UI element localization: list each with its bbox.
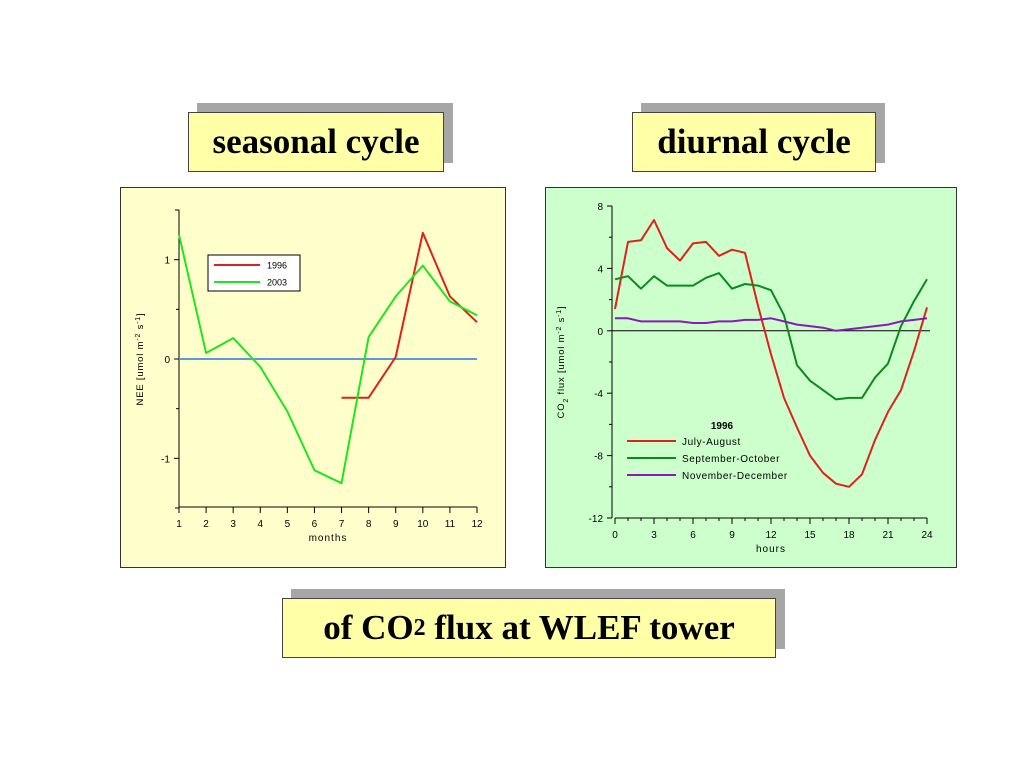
right-x-tick-label: 3 xyxy=(651,530,657,541)
left-x-tick-label: 8 xyxy=(366,519,372,530)
right-legend-label: November-December xyxy=(682,471,788,482)
seasonal-y-axis-label: NEE [umol m-2 s-1] xyxy=(135,313,147,406)
left-legend-label: 2003 xyxy=(267,278,287,288)
right-x-tick-label: 6 xyxy=(690,530,696,541)
right-x-tick-label: 15 xyxy=(804,530,816,541)
right-series-november-december xyxy=(615,317,928,332)
right-legend-label: July-August xyxy=(682,437,741,448)
diurnal-y-label-sup2: -1 xyxy=(556,309,563,317)
left-y-tick-label: 1 xyxy=(164,256,170,267)
right-y-tick-label: 8 xyxy=(597,202,603,213)
left-x-tick-label: 5 xyxy=(285,519,291,530)
right-series-july-august xyxy=(614,219,928,488)
flux-caption-title: of CO 2 flux at WLEF tower xyxy=(282,598,776,658)
diurnal-cycle-title: diurnal cycle xyxy=(632,112,876,172)
seasonal-cycle-title: seasonal cycle xyxy=(188,112,444,172)
left-x-tick-label: 2 xyxy=(203,519,209,530)
left-series-2003 xyxy=(178,234,478,485)
right-legend-label: September-October xyxy=(682,454,780,465)
left-x-tick-label: 1 xyxy=(176,519,182,530)
seasonal-y-label-mid: s xyxy=(135,324,146,333)
right-x-tick-label: 0 xyxy=(612,530,618,541)
seasonal-y-label-sup1: -2 xyxy=(135,333,142,341)
diurnal-y-label-sup1: -2 xyxy=(556,326,563,334)
right-x-tick-label: 21 xyxy=(882,530,894,541)
right-x-tick-label: 18 xyxy=(843,530,855,541)
diurnal-chart-panel: -12 -8 -4 0 4 8 0 3 6 9 12 15 18 21 24 1996 July-August… xyxy=(545,187,957,568)
seasonal-chart-panel: -1 0 1 1 2 3 4 5 6 7 8 9 10 11 12 1996 2003 months NEE … xyxy=(120,187,506,568)
right-y-tick-label: -12 xyxy=(589,514,604,525)
left-legend-label: 1996 xyxy=(267,261,287,271)
left-x-tick-label: 9 xyxy=(393,519,399,530)
left-x-tick-label: 10 xyxy=(417,519,429,530)
seasonal-y-label-pre: NEE [umol m xyxy=(135,341,146,406)
seasonal-x-axis-label: months xyxy=(309,533,348,544)
left-x-tick-label: 6 xyxy=(312,519,318,530)
diurnal-cycle-title-text: diurnal cycle xyxy=(657,122,851,161)
right-series-september-october xyxy=(614,272,928,401)
right-y-tick-label: -8 xyxy=(594,452,603,463)
right-x-tick-label: 24 xyxy=(921,530,933,541)
seasonal-y-label-post: ] xyxy=(135,313,146,316)
left-y-tick-label: -1 xyxy=(161,454,170,465)
left-x-tick-label: 12 xyxy=(471,519,483,530)
right-legend-title: 1996 xyxy=(711,421,734,432)
flux-caption-pre: of CO xyxy=(323,608,414,647)
left-x-tick-label: 4 xyxy=(257,519,263,530)
seasonal-cycle-title-text: seasonal cycle xyxy=(212,122,420,161)
left-x-tick-label: 11 xyxy=(445,519,456,530)
left-legend-box xyxy=(207,254,301,292)
right-x-tick-label: 9 xyxy=(729,530,735,541)
right-x-tick-label: 12 xyxy=(765,530,777,541)
seasonal-y-label-sup2: -1 xyxy=(135,316,142,324)
diurnal-y-axis-label: CO2 flux [umol m-2 s-1] xyxy=(556,306,570,419)
right-y-tick-label: 4 xyxy=(597,264,603,275)
diurnal-y-label-post: ] xyxy=(556,306,567,309)
right-y-tick-label: 0 xyxy=(597,327,603,338)
left-x-tick-label: 3 xyxy=(230,519,236,530)
diurnal-y-label-mid: flux [umol m xyxy=(556,334,567,398)
left-y-tick-label: 0 xyxy=(164,355,170,366)
diurnal-y-label-mid2: s xyxy=(556,317,567,326)
left-x-tick-label: 7 xyxy=(339,519,345,530)
right-y-tick-label: -4 xyxy=(594,389,603,400)
flux-caption-post: flux at WLEF tower xyxy=(425,608,735,647)
left-series-1996 xyxy=(341,231,478,399)
diurnal-y-label-pre: CO xyxy=(556,403,567,419)
diurnal-y-label-sub: 2 xyxy=(563,398,570,403)
diurnal-x-axis-label: hours xyxy=(756,544,786,555)
